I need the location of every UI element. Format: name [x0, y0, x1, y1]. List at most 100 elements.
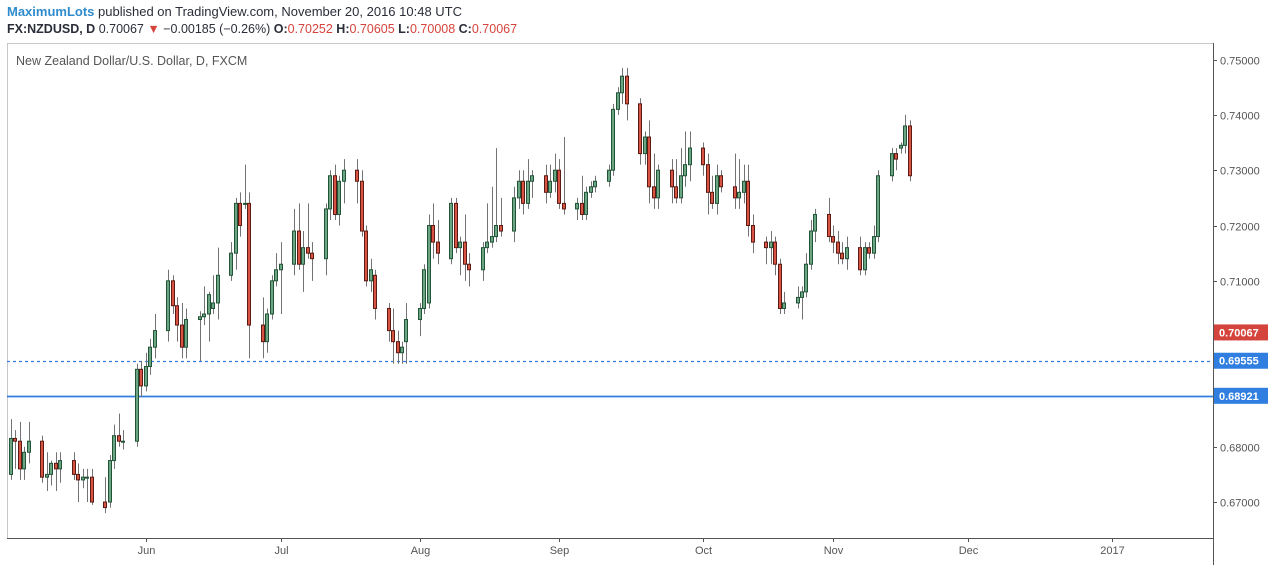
- candle-body: [454, 202, 458, 249]
- candle: [688, 131, 692, 182]
- candle: [580, 175, 584, 220]
- candle-body: [858, 247, 862, 271]
- candle: [463, 214, 467, 281]
- candle-body: [144, 366, 148, 387]
- candle-body: [715, 175, 719, 204]
- candle: [831, 225, 835, 254]
- candle-body: [656, 169, 660, 199]
- candle: [207, 291, 211, 342]
- candle: [54, 452, 58, 491]
- candle-body: [135, 368, 139, 442]
- candle: [22, 446, 26, 480]
- horizontal-lines-layer: [7, 360, 1213, 398]
- candle: [292, 208, 296, 276]
- candle-body: [355, 169, 359, 182]
- candle-body: [328, 175, 332, 210]
- candle-body: [234, 202, 238, 254]
- candlestick-chart[interactable]: New Zealand Dollar/U.S. Dollar, D, FXCM …: [7, 43, 1270, 565]
- candle-body: [679, 175, 683, 199]
- candle-body: [701, 147, 705, 166]
- candle-body: [166, 280, 170, 332]
- candle-body: [373, 274, 377, 309]
- candle-body: [396, 341, 400, 354]
- candle-body: [688, 147, 692, 166]
- candle-body: [643, 136, 647, 155]
- candle-body: [301, 247, 305, 265]
- publish-header: MaximumLots published on TradingView.com…: [0, 0, 1270, 42]
- candle: [9, 419, 13, 480]
- candle-body: [800, 291, 804, 298]
- candle: [872, 225, 876, 259]
- candle-body: [387, 307, 391, 332]
- candle-body: [499, 225, 503, 232]
- candle-body: [463, 241, 467, 265]
- candle-body: [616, 92, 620, 110]
- candle-body: [54, 462, 58, 470]
- candle-body: [827, 213, 831, 238]
- candle: [49, 460, 53, 486]
- candle: [18, 421, 22, 480]
- candle-body: [369, 269, 373, 282]
- candle: [683, 131, 687, 187]
- publish-line: MaximumLots published on TradingView.com…: [7, 4, 462, 19]
- candle-body: [22, 451, 26, 470]
- candle: [656, 164, 660, 209]
- candle: [279, 242, 283, 315]
- candle-body: [836, 241, 840, 254]
- candle: [216, 247, 220, 320]
- candle: [481, 242, 485, 281]
- candle: [436, 219, 440, 265]
- candle: [396, 330, 400, 364]
- candle: [355, 159, 359, 204]
- candle-body: [292, 230, 296, 265]
- candle-body: [562, 202, 566, 210]
- chart-area[interactable]: New Zealand Dollar/U.S. Dollar, D, FXCM …: [7, 43, 1270, 565]
- symbol-label: FX:NZDUSD, D: [7, 22, 96, 36]
- candle: [742, 164, 746, 204]
- candle-body: [90, 476, 94, 503]
- candle: [782, 291, 786, 315]
- candle-body: [198, 316, 202, 321]
- author-link[interactable]: MaximumLots: [7, 4, 95, 19]
- candle-body: [746, 180, 750, 227]
- candle-body: [270, 280, 274, 315]
- candle-body: [876, 175, 880, 238]
- candle: [593, 175, 597, 193]
- candle-body: [112, 435, 116, 462]
- candle: [719, 170, 723, 193]
- candle: [85, 468, 89, 503]
- candle-body: [202, 313, 206, 318]
- candle-body: [436, 241, 440, 254]
- high-label: H:: [336, 22, 350, 36]
- candle-body: [521, 180, 525, 204]
- candle: [858, 236, 862, 276]
- candle: [171, 275, 175, 315]
- x-tick-label: 2017: [1100, 545, 1124, 557]
- candle: [845, 236, 849, 270]
- candle-body: [607, 169, 611, 182]
- candle: [773, 236, 777, 276]
- candle: [247, 192, 251, 359]
- candle: [544, 164, 548, 204]
- candle: [211, 275, 215, 315]
- candle-body: [449, 202, 453, 260]
- candle: [301, 231, 305, 292]
- candle: [494, 148, 498, 243]
- y-tick-label: 0.71000: [1220, 277, 1260, 289]
- candle-body: [778, 263, 782, 309]
- close-value: 0.70067: [471, 22, 518, 36]
- candle: [809, 219, 813, 270]
- candle: [229, 242, 233, 281]
- candle: [867, 242, 871, 259]
- candle: [467, 253, 471, 287]
- candle: [737, 159, 741, 209]
- candle: [548, 164, 552, 198]
- candle-body: [683, 164, 687, 177]
- candle-body: [184, 319, 188, 348]
- time-axis: Jun Jul Aug Sep Oct Nov Dec 2017: [138, 538, 1125, 557]
- candle: [265, 308, 269, 353]
- candle-body: [706, 164, 710, 193]
- x-tick-label: Jun: [138, 545, 156, 557]
- candle: [584, 186, 588, 220]
- candle: [764, 236, 768, 265]
